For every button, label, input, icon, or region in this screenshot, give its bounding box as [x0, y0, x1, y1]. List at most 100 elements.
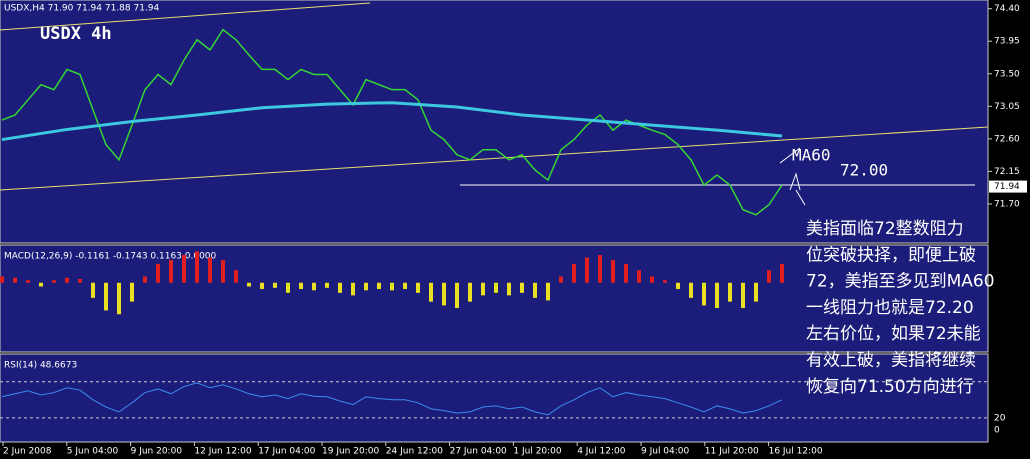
macd-bar [247, 282, 251, 287]
x-tick-label: 11 Jul 20:00 [705, 447, 759, 457]
macd-bar [143, 276, 147, 283]
macd-label: MACD(12,26,9) -0.1161 -0.1743 0.1163 0.0… [4, 252, 217, 262]
macd-bar [39, 282, 43, 287]
macd-bar [260, 282, 264, 290]
macd-bar [507, 282, 511, 296]
macd-bar [208, 257, 212, 283]
chart-title: USDX 4h [40, 24, 112, 44]
macd-bar [416, 282, 420, 293]
macd-bar [468, 282, 472, 302]
macd-bar [221, 260, 225, 283]
comment-line: 一线阻力也就是72.20 [806, 298, 974, 318]
macd-bar [312, 282, 316, 291]
rsi-line [1, 382, 783, 416]
macd-bar [559, 276, 563, 283]
x-tick-label: 24 Jun 12:00 [386, 447, 443, 457]
macd-bar [494, 282, 498, 293]
macd-bar [689, 282, 693, 298]
macd-bar [572, 263, 576, 283]
y-tick-label: 72.60 [994, 134, 1020, 144]
macd-bar [130, 282, 134, 302]
macd-panel [0, 244, 989, 353]
macd-bar [715, 282, 719, 308]
macd-bar [169, 260, 173, 283]
macd-bar [65, 277, 69, 283]
macd-bar [611, 260, 615, 283]
pointer [779, 147, 801, 164]
y-tick-label: 73.50 [994, 69, 1020, 79]
comment-line: 左右价位，如果72未能 [806, 324, 981, 344]
macd-bar [234, 270, 238, 283]
macd-bar [442, 282, 446, 306]
macd-bar [182, 255, 186, 283]
x-tick-label: 12 Jun 12:00 [194, 447, 251, 457]
macd-bar [286, 282, 290, 293]
comment-line: 有效上破，美指将继续 [806, 351, 976, 371]
macd-bar [728, 282, 732, 302]
arrows [789, 172, 806, 206]
comment-line: 位突破抉择，即便上破 [806, 245, 976, 265]
x-tick-label: 5 Jun 04:00 [67, 447, 119, 457]
comment-line: 72，美指至多见到MA60 [806, 272, 995, 292]
macd-bar [26, 280, 30, 283]
macd-bar [650, 276, 654, 283]
y-tick-label: 71.70 [994, 199, 1020, 209]
macd-bar [338, 282, 342, 293]
macd-bar [377, 282, 381, 290]
annotation: 72.00 [840, 161, 888, 180]
x-tick-label: 2 Jun 2008 [3, 447, 52, 457]
macd-bar [637, 270, 641, 283]
macd-bar [754, 282, 758, 302]
macd-bar [117, 282, 121, 315]
x-tick-label: 4 Jul 12:00 [577, 447, 626, 457]
macd-bar [585, 257, 589, 283]
macd-bar [52, 280, 56, 283]
annotation: MA60 [792, 146, 831, 165]
last-price-label: 71.94 [994, 182, 1020, 192]
trend-line [0, 2, 371, 31]
y-tick-label: 73.05 [994, 102, 1020, 112]
y-tick-label: 73.95 [994, 37, 1020, 47]
comment-line: 恢复向71.50方向进行 [806, 377, 974, 397]
macd-bar [364, 282, 368, 291]
rsi-tick-label: 0 [994, 425, 1000, 435]
x-tick-label: 9 Jul 04:00 [641, 447, 690, 457]
macd-bar [78, 278, 82, 283]
macd-bar [676, 282, 680, 290]
x-tick-label: 27 Jun 04:00 [450, 447, 507, 457]
macd-bar [0, 276, 4, 283]
price-panel [0, 0, 989, 244]
macd-bar [13, 277, 17, 283]
trend-line [0, 126, 989, 191]
macd-bar [520, 282, 524, 293]
macd-bar [325, 282, 329, 288]
macd-bar [624, 263, 628, 283]
last-price-box [989, 180, 1027, 193]
macd-bar [273, 282, 277, 288]
macd-bar [195, 251, 199, 283]
macd-bar [299, 282, 303, 290]
macd-bar [741, 282, 745, 308]
y-tick-label: 74.40 [994, 4, 1020, 14]
x-tick-label: 17 Jun 04:00 [258, 447, 315, 457]
macd-bar [91, 282, 95, 298]
macd-bar [351, 282, 355, 296]
x-tick-label: 16 Jul 12:00 [769, 447, 823, 457]
x-tick-label: 9 Jun 20:00 [131, 447, 183, 457]
ma-line [1, 101, 783, 142]
macd-bar [546, 282, 550, 301]
macd-bar [767, 270, 771, 283]
macd-bar [533, 282, 537, 298]
x-tick-label: 19 Jun 20:00 [322, 447, 379, 457]
rsi-label: RSI(14) 48.6673 [4, 361, 77, 371]
macd-bar [702, 282, 706, 306]
symbol-info: USDX,H4 71.90 71.94 71.88 71.94 [4, 4, 160, 14]
rsi-panel [0, 353, 989, 443]
macd-bar [429, 282, 433, 302]
macd-bar [455, 282, 459, 308]
macd-bar [663, 280, 667, 283]
comment-line: 美指面临72整数阻力 [806, 219, 964, 239]
rsi-tick-label: 20 [994, 413, 1006, 423]
macd-bar [481, 282, 485, 296]
